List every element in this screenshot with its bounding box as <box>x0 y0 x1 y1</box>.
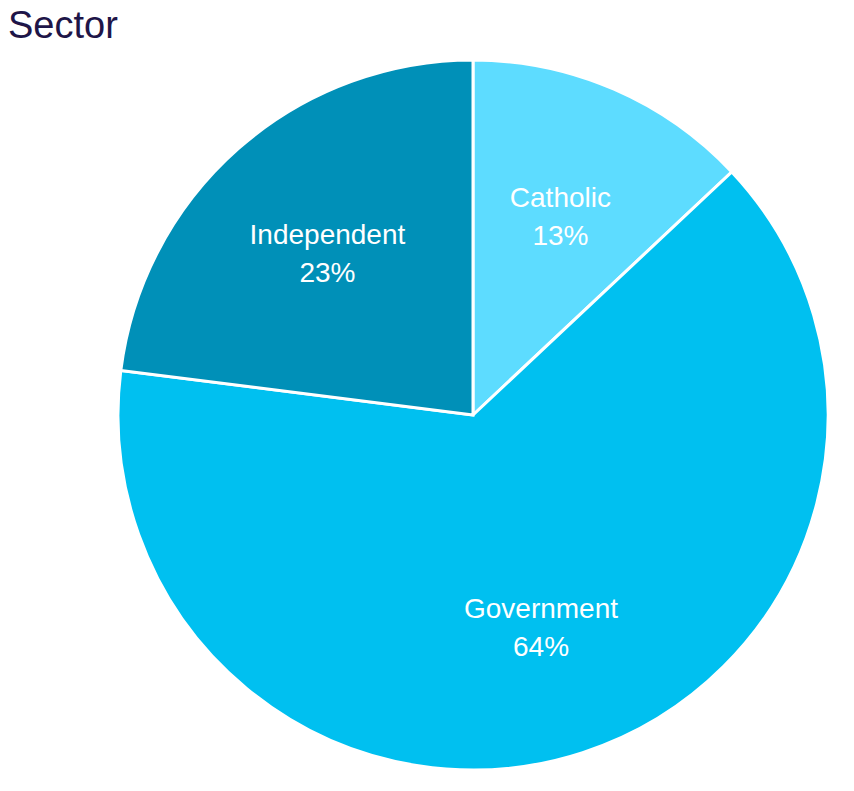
html-text:Sector: Sector <box>8 4 118 46</box>
svg-text:Catholic13%: Catholic13% <box>510 182 611 251</box>
svg-text:Independent23%: Independent23% <box>250 219 406 288</box>
svg-text:Government64%: Government64% <box>464 593 618 662</box>
